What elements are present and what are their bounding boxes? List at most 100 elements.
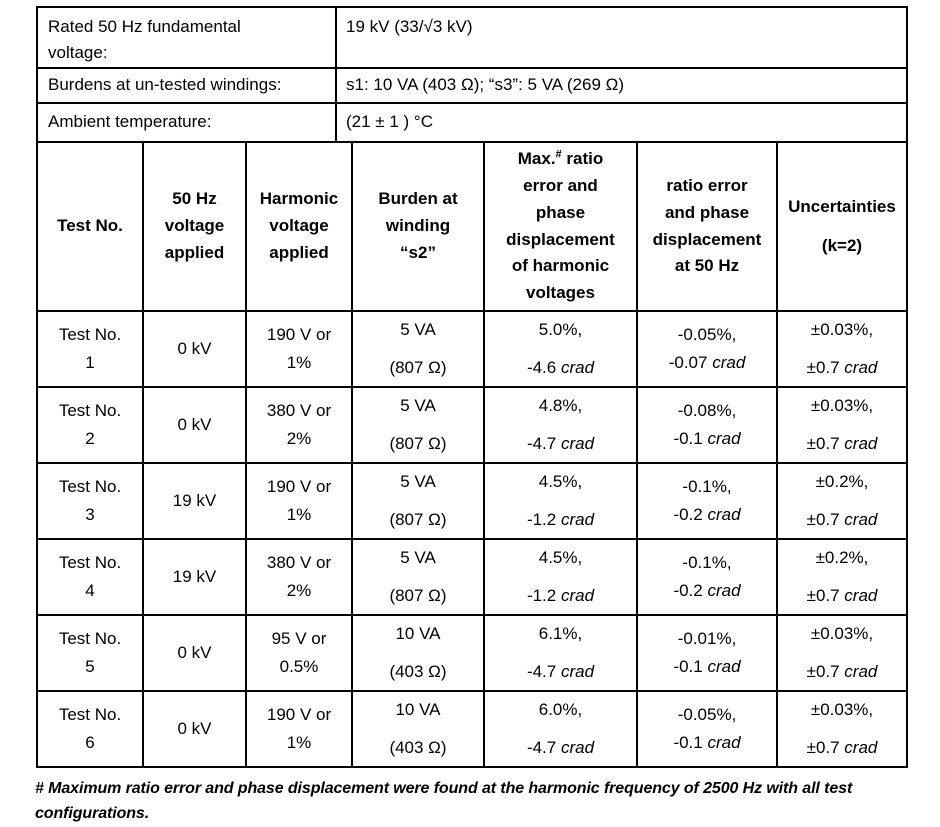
- cell-uncertainties: ±0.2%, ±0.7 crad: [776, 462, 908, 540]
- cell-text: -4.7 crad: [491, 735, 630, 761]
- cell-max-ratio-error: 6.1%, -4.7 crad: [483, 614, 638, 692]
- value: ±0.7: [806, 661, 845, 681]
- cell-text: -0.1%, -0.2 crad: [644, 549, 770, 604]
- cell-text: 0 kV: [177, 414, 212, 434]
- cell-test-no: Test No. 2: [36, 386, 144, 464]
- value: -0.05%,: [677, 325, 737, 345]
- cell-text: ±0.7 crad: [784, 659, 900, 685]
- column-header-label: Test No.: [57, 216, 123, 236]
- cell-text: Test No. 1: [58, 325, 122, 372]
- cell-text: ±0.03%,: [810, 700, 874, 720]
- cell-text: -4.7 crad: [491, 431, 630, 457]
- unit-crad: crad: [560, 661, 595, 681]
- cell-burden: 5 VA (807 Ω): [351, 462, 485, 540]
- unit-crad: crad: [560, 585, 595, 605]
- unit-crad: crad: [560, 357, 595, 377]
- cell-test-no: Test No. 4: [36, 538, 144, 616]
- cell-ratio-error-50hz: -0.08%, -0.1 crad: [636, 386, 778, 464]
- cell-ratio-error-50hz: -0.05%, -0.1 crad: [636, 690, 778, 768]
- cell-ratio-error-50hz: -0.01%, -0.1 crad: [636, 614, 778, 692]
- value: -0.1%,: [682, 477, 732, 497]
- table-row: Test No. 3 19 kV 190 V or 1% 5 VA (807 Ω…: [36, 462, 908, 540]
- value: -0.2: [673, 505, 708, 524]
- unit-crad: crad: [844, 585, 878, 605]
- value: -0.1 crad: [644, 425, 770, 453]
- cell-text: 190 V or 1%: [266, 477, 332, 524]
- cell-text: 0 kV: [177, 642, 212, 662]
- unit-crad: crad: [844, 433, 878, 453]
- value: -0.07: [668, 353, 713, 372]
- footnote: # Maximum ratio error and phase displace…: [35, 780, 853, 822]
- cell-text: 380 V or 2%: [266, 401, 332, 448]
- table-row: Test No. 4 19 kV 380 V or 2% 5 VA (807 Ω…: [36, 538, 908, 616]
- cell-text: ±0.7 crad: [784, 735, 900, 761]
- unit-crad: crad: [844, 509, 878, 529]
- cell-max-ratio-error: 6.0%, -4.7 crad: [483, 690, 638, 768]
- column-header-label: Burden at winding “s2”: [378, 189, 458, 262]
- cell-text: (807 Ω): [389, 433, 447, 453]
- cell-text: (807 Ω): [389, 585, 447, 605]
- info-value-rated-voltage: 19 kV (33/√3 kV): [335, 6, 908, 69]
- cell-text: -4.7 crad: [491, 659, 630, 685]
- cell-text: 6.1%,: [538, 624, 583, 644]
- cell-text: ±0.7 crad: [784, 507, 900, 533]
- header-row: Test No. 50 Hz voltage applied Harmonic …: [36, 141, 908, 312]
- cell-text: ±0.03%,: [810, 624, 874, 644]
- cell-text: 380 V or 2%: [266, 553, 332, 600]
- cell-text: ±0.7 crad: [784, 583, 900, 609]
- unit-crad: crad: [560, 737, 595, 757]
- value: -0.1: [673, 733, 708, 752]
- cell-50hz-voltage: 19 kV: [142, 538, 247, 616]
- table-row: Ambient temperature: (21 ± 1 ) °C: [36, 102, 908, 143]
- unit-crad: crad: [707, 581, 741, 600]
- value: -0.1%,: [682, 553, 732, 573]
- cell-text: -4.6 crad: [491, 355, 630, 381]
- info-label-ambient-temperature: Ambient temperature:: [36, 102, 337, 143]
- cell-burden: 10 VA (403 Ω): [351, 690, 485, 768]
- cell-text: (807 Ω): [389, 509, 447, 529]
- cell-text: -0.1%, -0.2 crad: [644, 473, 770, 528]
- cell-50hz-voltage: 19 kV: [142, 462, 247, 540]
- cell-burden: 5 VA (807 Ω): [351, 310, 485, 388]
- cell-burden: 5 VA (807 Ω): [351, 538, 485, 616]
- column-header-label: Max.# ratio error and phase displacement…: [491, 146, 630, 307]
- cell-text: 0 kV: [177, 718, 212, 738]
- cell-uncertainties: ±0.03%, ±0.7 crad: [776, 386, 908, 464]
- cell-text: ±0.7 crad: [784, 355, 900, 381]
- cell-text: Test No. 5: [58, 629, 122, 676]
- document-page: Rated 50 Hz fundamental voltage: 19 kV (…: [35, 6, 908, 822]
- unit-crad: crad: [712, 353, 746, 372]
- table-row: Test No. 5 0 kV 95 V or 0.5% 10 VA (403 …: [36, 614, 908, 692]
- table-row: Burdens at un-tested windings: s1: 10 VA…: [36, 67, 908, 104]
- cell-text: 5.0%,: [538, 320, 583, 340]
- cell-text: 5 VA: [400, 472, 436, 492]
- cell-text: 4.8%,: [538, 396, 583, 416]
- value: ±0.7: [806, 433, 845, 453]
- value: -4.6: [526, 357, 561, 377]
- cell-text: 0 kV: [177, 338, 212, 358]
- cell-text: ±0.7 crad: [784, 431, 900, 457]
- info-table: Rated 50 Hz fundamental voltage: 19 kV (…: [36, 6, 908, 143]
- cell-text: Test No. 2: [58, 401, 122, 448]
- cell-text: -0.05%, -0.07 crad: [644, 321, 770, 376]
- table-row: Rated 50 Hz fundamental voltage: 19 kV (…: [36, 6, 908, 69]
- cell-text: -0.05%, -0.1 crad: [644, 701, 770, 756]
- unit-crad: crad: [844, 661, 878, 681]
- unit-crad: crad: [707, 429, 741, 448]
- cell-uncertainties: ±0.2%, ±0.7 crad: [776, 538, 908, 616]
- cell-text: ±0.2%,: [815, 472, 869, 492]
- value: -0.2: [673, 581, 708, 600]
- column-header-50hz-voltage: 50 Hz voltage applied: [142, 141, 247, 312]
- column-header-label: 50 Hz voltage applied: [164, 189, 225, 262]
- cell-50hz-voltage: 0 kV: [142, 386, 247, 464]
- cell-text: ±0.03%,: [810, 320, 874, 340]
- value: -0.1 crad: [644, 729, 770, 757]
- value: -0.1: [673, 657, 708, 676]
- cell-harmonic-voltage: 190 V or 1%: [245, 690, 353, 768]
- cell-text: Test No. 3: [58, 477, 122, 524]
- cell-uncertainties: ±0.03%, ±0.7 crad: [776, 310, 908, 388]
- column-header-max-ratio-error: Max.# ratio error and phase displacement…: [483, 141, 638, 312]
- unit-crad: crad: [707, 505, 741, 524]
- cell-text: 190 V or 1%: [266, 325, 332, 372]
- value: -0.1: [673, 429, 708, 448]
